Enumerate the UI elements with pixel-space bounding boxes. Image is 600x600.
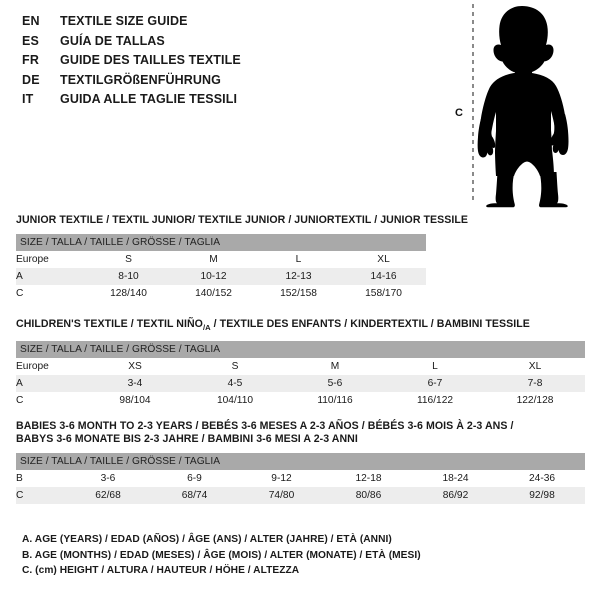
cell-value: 12-13: [256, 268, 341, 285]
size-band-label: SIZE / TALLA / TAILLE / GRÖSSE / TAGLIA: [16, 234, 427, 251]
row-label: C: [16, 392, 85, 410]
section-title: JUNIOR TEXTILE / TEXTIL JUNIOR/ TEXTILE …: [16, 214, 469, 226]
table-row: Europe S M L XL: [16, 251, 427, 268]
cell-value: 3-6: [65, 470, 151, 487]
toddler-body-shape: [477, 6, 569, 208]
size-band-label: SIZE / TALLA / TAILLE / GRÖSSE / TAGLIA: [16, 453, 586, 470]
table-row: C 98/104 104/110 110/116 116/122 122/128: [16, 392, 586, 410]
cell-value: 4-5: [185, 375, 285, 393]
cell-value: L: [256, 251, 341, 268]
cell-value: 128/140: [86, 285, 171, 302]
cell-value: 86/92: [412, 487, 499, 504]
size-band-label: SIZE / TALLA / TAILLE / GRÖSSE / TAGLIA: [16, 341, 586, 359]
section-title: BABIES 3-6 MONTH TO 2-3 YEARS / BEBÉS 3-…: [16, 420, 585, 446]
cell-value: 18-24: [412, 470, 499, 487]
legend-block: A. AGE (YEARS) / EDAD (AÑOS) / ÂGE (ANS)…: [22, 532, 421, 579]
cell-value: 122/128: [485, 392, 586, 410]
language-code: DE: [22, 72, 40, 87]
cell-value: 14-16: [341, 268, 427, 285]
table-row: Europe XS S M L XL: [16, 358, 586, 376]
cell-value: 116/122: [385, 392, 485, 410]
toddler-silhouette-icon: [440, 0, 600, 208]
language-row-es: ES GUÍA DE TALLAS: [22, 34, 442, 54]
table-row: B 3-6 6-9 9-12 12-18 18-24 24-36: [16, 470, 586, 487]
junior-size-table: SIZE / TALLA / TAILLE / GRÖSSE / TAGLIA …: [16, 234, 427, 302]
language-title: GUÍA DE TALLAS: [60, 33, 165, 48]
language-title-block: EN TEXTILE SIZE GUIDE ES GUÍA DE TALLAS …: [22, 14, 442, 112]
table-row: C 62/68 68/74 74/80 80/86 86/92 92/98: [16, 487, 586, 504]
cell-value: XL: [341, 251, 427, 268]
cell-value: XL: [485, 358, 586, 376]
language-code: ES: [22, 33, 40, 48]
section-title-part: / TEXTILE DES ENFANTS / KINDERTEXTIL / B…: [210, 318, 530, 330]
row-label: Europe: [16, 251, 86, 268]
cell-value: S: [86, 251, 171, 268]
table-band-row: SIZE / TALLA / TAILLE / GRÖSSE / TAGLIA: [16, 341, 586, 359]
row-label: A: [16, 268, 86, 285]
language-code: IT: [22, 92, 34, 106]
language-code: EN: [22, 14, 40, 28]
legend-item-c: C. (cm) HEIGHT / ALTURA / HAUTEUR / HÖHE…: [22, 565, 300, 576]
cell-value: L: [385, 358, 485, 376]
babies-size-table: SIZE / TALLA / TAILLE / GRÖSSE / TAGLIA …: [16, 453, 586, 504]
cell-value: S: [185, 358, 285, 376]
language-row-de: DE TEXTILGRÖßENFÜHRUNG: [22, 73, 442, 93]
cell-value: 110/116: [285, 392, 385, 410]
cell-value: 98/104: [85, 392, 185, 410]
legend-item-a: A. AGE (YEARS) / EDAD (AÑOS) / ÂGE (ANS)…: [22, 534, 392, 545]
section-title-subscript: /A: [202, 323, 211, 333]
row-label: A: [16, 375, 85, 393]
row-label: Europe: [16, 358, 85, 376]
height-measure-label: C: [455, 107, 463, 119]
cell-value: 8-10: [86, 268, 171, 285]
language-row-fr: FR GUIDE DES TAILLES TEXTILE: [22, 53, 442, 73]
language-title: TEXTILE SIZE GUIDE: [60, 14, 188, 28]
section-title-part: CHILDREN'S TEXTILE / TEXTIL NIÑO: [16, 318, 203, 330]
cell-value: 7-8: [485, 375, 586, 393]
cell-value: 10-12: [171, 268, 256, 285]
section-childrens-textile: CHILDREN'S TEXTILE / TEXTIL NIÑO/A / TEX…: [16, 318, 586, 410]
section-title: CHILDREN'S TEXTILE / TEXTIL NIÑO/A / TEX…: [16, 318, 585, 334]
cell-value: 74/80: [238, 487, 325, 504]
language-code: FR: [22, 53, 40, 67]
cell-value: 104/110: [185, 392, 285, 410]
children-size-table: SIZE / TALLA / TAILLE / GRÖSSE / TAGLIA …: [16, 341, 586, 410]
cell-value: 12-18: [325, 470, 412, 487]
language-row-en: EN TEXTILE SIZE GUIDE: [22, 14, 442, 34]
section-junior-textile: JUNIOR TEXTILE / TEXTIL JUNIOR/ TEXTILE …: [16, 214, 468, 302]
section-babies-textile: BABIES 3-6 MONTH TO 2-3 YEARS / BEBÉS 3-…: [16, 420, 586, 504]
cell-value: 62/68: [65, 487, 151, 504]
row-label: C: [16, 487, 65, 504]
table-row: A 3-4 4-5 5-6 6-7 7-8: [16, 375, 586, 393]
cell-value: 158/170: [341, 285, 427, 302]
table-band-row: SIZE / TALLA / TAILLE / GRÖSSE / TAGLIA: [16, 234, 427, 251]
cell-value: XS: [85, 358, 185, 376]
table-band-row: SIZE / TALLA / TAILLE / GRÖSSE / TAGLIA: [16, 453, 586, 470]
cell-value: 6-9: [151, 470, 238, 487]
cell-value: M: [171, 251, 256, 268]
table-row: C 128/140 140/152 152/158 158/170: [16, 285, 427, 302]
section-title-line-1: BABIES 3-6 MONTH TO 2-3 YEARS / BEBÉS 3-…: [16, 420, 514, 432]
cell-value: 9-12: [238, 470, 325, 487]
section-title-line-2: BABYS 3-6 MONATE BIS 2-3 JAHRE / BAMBINI…: [16, 433, 358, 445]
cell-value: 152/158: [256, 285, 341, 302]
cell-value: 24-36: [499, 470, 586, 487]
legend-item-b: B. AGE (MONTHS) / EDAD (MESES) / ÂGE (MO…: [22, 549, 421, 561]
cell-value: 80/86: [325, 487, 412, 504]
row-label: C: [16, 285, 86, 302]
language-title: TEXTILGRÖßENFÜHRUNG: [60, 72, 221, 87]
language-title: GUIDE DES TAILLES TEXTILE: [60, 53, 241, 67]
row-label: B: [16, 470, 65, 487]
table-row: A 8-10 10-12 12-13 14-16: [16, 268, 427, 285]
language-title: GUIDA ALLE TAGLIE TESSILI: [60, 92, 238, 106]
cell-value: 92/98: [499, 487, 586, 504]
cell-value: 3-4: [85, 375, 185, 393]
cell-value: 140/152: [171, 285, 256, 302]
language-row-it: IT GUIDA ALLE TAGLIE TESSILI: [22, 92, 442, 112]
cell-value: 5-6: [285, 375, 385, 393]
cell-value: 6-7: [385, 375, 485, 393]
cell-value: M: [285, 358, 385, 376]
cell-value: 68/74: [151, 487, 238, 504]
